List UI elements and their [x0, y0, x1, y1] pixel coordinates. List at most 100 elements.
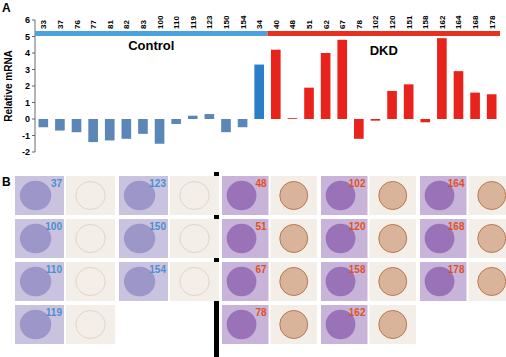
image-tile	[15, 305, 115, 344]
bar	[271, 50, 281, 119]
bar	[221, 119, 231, 132]
pas-image	[15, 305, 64, 344]
category-label: 37	[56, 20, 65, 29]
ihc-image	[370, 219, 417, 258]
sample-label: 51	[255, 221, 267, 232]
y-tick	[32, 53, 35, 54]
sample-label: 67	[255, 264, 267, 275]
image-tile	[15, 262, 115, 301]
category-label: 76	[73, 20, 82, 29]
bar	[371, 119, 381, 121]
y-tick	[32, 119, 35, 120]
category-label: 119	[189, 16, 198, 29]
bar	[55, 119, 65, 131]
sample-label: 102	[349, 178, 366, 189]
bar	[404, 84, 414, 119]
image-tile	[119, 219, 219, 258]
pas-image	[15, 219, 64, 258]
bar	[138, 119, 148, 134]
ihc-stain	[280, 181, 308, 209]
category-label: 158	[421, 15, 430, 29]
category-label: 82	[122, 20, 131, 29]
ihc-image	[469, 262, 506, 301]
ihc-stain	[379, 224, 407, 252]
image-tile	[321, 305, 416, 344]
bar	[288, 118, 298, 120]
category-label: 151	[405, 15, 414, 29]
pas-image	[15, 176, 64, 215]
ihc-image	[469, 176, 506, 215]
category-label: 100	[156, 15, 165, 29]
image-tile	[420, 219, 506, 258]
ihc-stain	[478, 267, 506, 295]
bar	[337, 40, 347, 119]
pas-image	[420, 262, 467, 301]
image-tile	[15, 219, 115, 258]
pas-image	[321, 219, 368, 258]
bar	[487, 94, 497, 119]
category-label: 110	[172, 16, 181, 29]
bar	[354, 119, 364, 139]
ihc-stain	[478, 224, 506, 252]
y-tick-label: 6	[25, 15, 30, 25]
bar	[304, 88, 314, 119]
y-tick-label: 5	[25, 32, 30, 42]
ihc-stain	[76, 267, 105, 295]
ihc-stain	[280, 224, 308, 252]
bar	[420, 119, 430, 122]
glomerulus	[227, 224, 257, 254]
y-tick-label: -1	[22, 131, 30, 141]
bar	[122, 119, 132, 139]
ihc-image	[170, 176, 219, 215]
ihc-stain	[180, 181, 209, 209]
sample-label: 123	[149, 178, 166, 189]
image-tile	[15, 176, 115, 215]
sample-label: 78	[255, 307, 267, 318]
y-axis-label: Relative mRNA	[3, 50, 14, 122]
bars	[38, 38, 496, 144]
y-tick	[32, 102, 35, 103]
bar	[454, 71, 464, 119]
y-tick-label: 2	[25, 81, 30, 91]
glomerulus	[227, 181, 257, 211]
category-label: 51	[305, 20, 314, 29]
sample-label: 168	[448, 221, 465, 232]
group-label: DKD	[370, 43, 398, 58]
bar	[88, 119, 98, 142]
sample-label: 100	[45, 221, 62, 232]
y-tick-label: 3	[25, 65, 30, 75]
ihc-image	[170, 219, 219, 258]
bar	[238, 119, 248, 127]
pas-image	[420, 219, 467, 258]
ihc-image	[170, 262, 219, 301]
bar	[321, 53, 331, 119]
image-tile	[321, 176, 416, 215]
pas-image	[321, 262, 368, 301]
y-tick-label: 1	[25, 98, 30, 108]
ihc-image	[271, 176, 318, 215]
pas-image	[222, 176, 269, 215]
ihc-stain	[76, 181, 105, 209]
category-label: 120	[388, 15, 397, 29]
sample-label: 119	[46, 307, 63, 318]
category-label: 40	[272, 20, 281, 29]
category-label: 154	[239, 15, 248, 29]
ihc-stain	[478, 181, 506, 209]
ihc-image	[66, 219, 115, 258]
category-label: 83	[139, 20, 148, 29]
group-bar	[268, 31, 501, 36]
y-tick-label: 4	[25, 48, 30, 58]
pas-image	[119, 176, 168, 215]
glomerulus	[20, 181, 51, 211]
group-bar	[35, 31, 268, 36]
bar	[188, 116, 198, 119]
pas-image	[222, 262, 269, 301]
category-label: 178	[488, 15, 497, 29]
category-label: 81	[106, 20, 115, 29]
sample-label: 164	[448, 178, 465, 189]
y-tick	[32, 135, 35, 136]
y-tick	[32, 20, 35, 21]
ihc-image	[469, 219, 506, 258]
image-tile	[119, 176, 219, 215]
pas-image	[15, 262, 64, 301]
